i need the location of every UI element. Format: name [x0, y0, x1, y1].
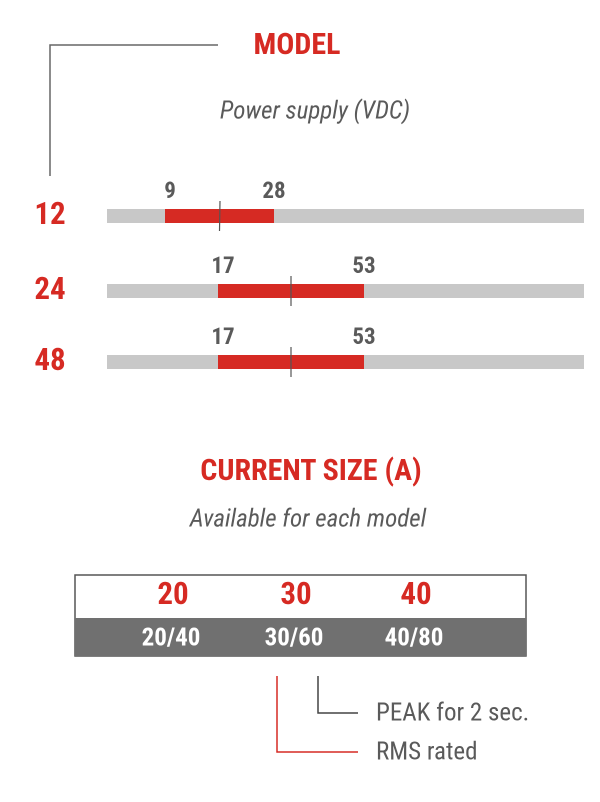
- range-max: 28: [262, 177, 285, 204]
- current-subtitle: Available for each model: [189, 505, 427, 534]
- range-min: 17: [211, 323, 234, 350]
- model-subtitle: Power supply (VDC): [220, 97, 410, 126]
- model-label: 12: [34, 195, 65, 232]
- model-title: MODEL: [254, 27, 341, 62]
- current-title: CURRENT SIZE (A): [200, 453, 422, 488]
- rms-leader: [276, 676, 358, 753]
- range-max: 53: [352, 252, 375, 279]
- rating-band: [75, 618, 526, 656]
- voltage-rows: 12 9 28 24 17 53 48 17 53: [34, 177, 584, 378]
- rms-label: RMS rated: [376, 738, 477, 767]
- peak-leader: [317, 676, 358, 714]
- model-label: 24: [34, 270, 65, 307]
- size-rating: 30/60: [265, 624, 324, 653]
- model-label: 48: [34, 341, 65, 378]
- size-rating: 40/80: [385, 624, 444, 653]
- sizes: 20 20/40 30 30/60 40 40/80: [142, 575, 444, 652]
- size-value: 30: [280, 575, 311, 612]
- size-value: 20: [157, 575, 188, 612]
- range-max: 53: [352, 323, 375, 350]
- range-tick: [218, 200, 221, 232]
- range-min: 17: [211, 252, 234, 279]
- size-value: 40: [400, 575, 431, 612]
- range-min: 9: [164, 177, 176, 204]
- size-rating: 20/40: [142, 624, 201, 653]
- peak-label: PEAK for 2 sec.: [376, 699, 529, 728]
- bracket: [49, 44, 218, 176]
